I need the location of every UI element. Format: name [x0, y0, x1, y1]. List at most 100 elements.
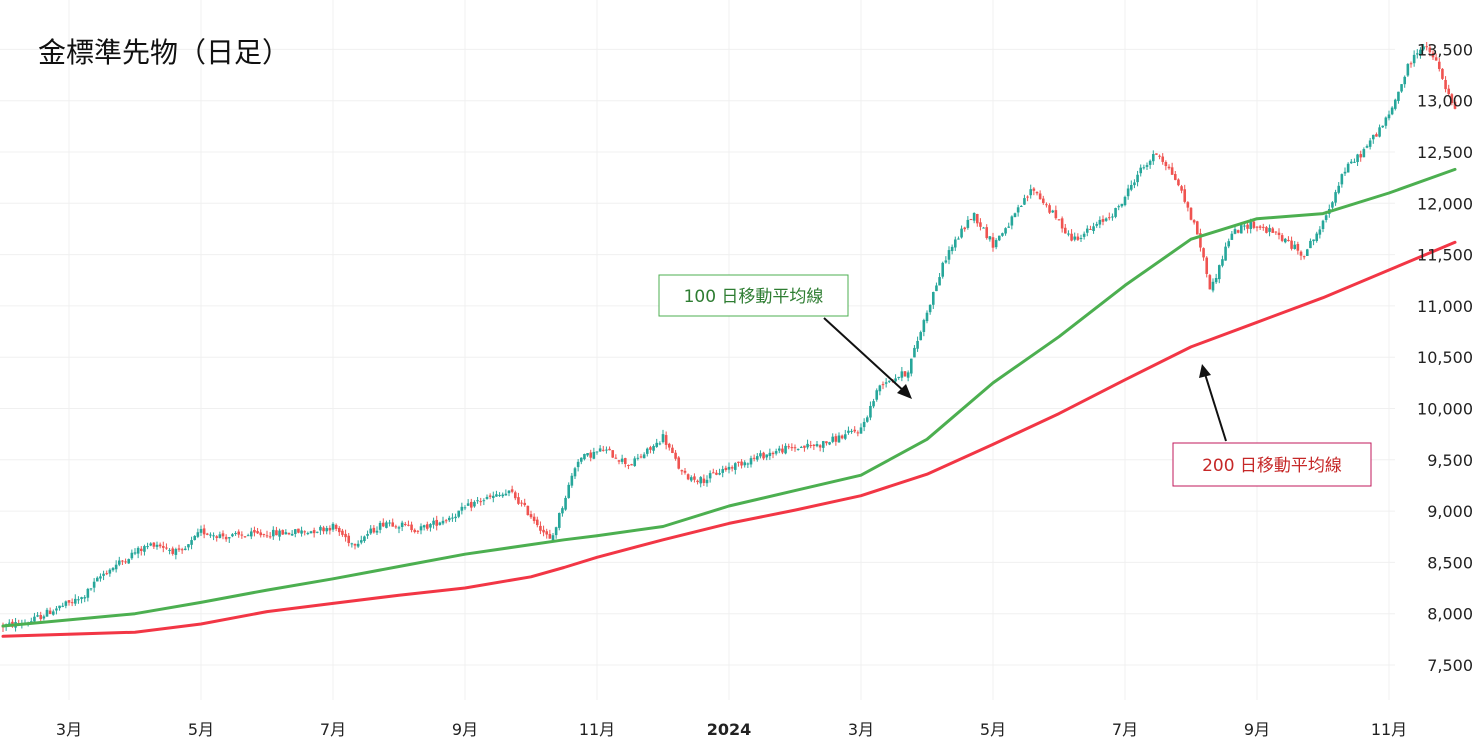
candle	[1041, 195, 1045, 205]
candle	[1431, 50, 1435, 61]
candle	[315, 531, 319, 534]
candle	[1208, 273, 1212, 290]
chart-title: 金標準先物（日足）	[38, 36, 290, 69]
candle	[1331, 201, 1334, 210]
candle	[944, 256, 948, 264]
candle	[812, 444, 816, 450]
candle	[507, 490, 511, 497]
candle	[699, 476, 703, 488]
candle	[51, 609, 55, 616]
candle	[1026, 195, 1029, 202]
candle	[281, 529, 285, 535]
candle	[1145, 162, 1149, 171]
candle	[1089, 225, 1092, 231]
candle	[542, 525, 545, 537]
candle	[1296, 241, 1300, 255]
candle	[1397, 91, 1400, 104]
candle	[840, 434, 844, 440]
x-tick-label: 7月	[320, 720, 346, 739]
candle	[730, 465, 734, 472]
candle	[935, 282, 938, 292]
candle	[718, 468, 721, 476]
candle	[278, 528, 281, 541]
candle	[422, 524, 426, 531]
candle	[1422, 44, 1425, 51]
annotation-200ma-label: 200 日移動平均線	[1202, 456, 1342, 476]
candle	[884, 378, 888, 388]
y-tick-label: 9,000	[1427, 502, 1473, 521]
candle	[1054, 205, 1058, 220]
y-tick-label: 13,500	[1417, 40, 1473, 59]
x-tick-label: 11月	[579, 720, 615, 739]
candle	[1158, 154, 1161, 160]
candle	[1038, 190, 1042, 200]
candle	[227, 536, 231, 543]
candle	[218, 531, 222, 539]
candle	[1362, 147, 1366, 158]
candle	[366, 530, 369, 539]
candle	[1148, 159, 1152, 169]
candle	[117, 556, 121, 567]
candle	[341, 528, 344, 537]
candle	[174, 547, 178, 560]
candle	[1437, 58, 1441, 72]
candle	[306, 531, 310, 536]
candle	[83, 595, 87, 603]
candle	[1447, 84, 1451, 97]
candle	[95, 576, 99, 582]
candle	[1224, 242, 1227, 261]
candle	[777, 445, 781, 454]
x-tick-label: 7月	[1112, 720, 1138, 739]
candle	[309, 530, 313, 534]
candle	[649, 445, 652, 454]
candle	[325, 525, 329, 535]
candle	[1098, 216, 1102, 229]
candle	[570, 473, 574, 488]
candle	[1221, 255, 1224, 268]
candle	[708, 470, 712, 483]
candle	[1079, 234, 1083, 243]
candle	[425, 521, 429, 531]
candle	[557, 512, 561, 531]
candles	[1, 42, 1457, 633]
candle	[80, 596, 83, 604]
candle	[246, 533, 250, 537]
candle	[1192, 219, 1196, 225]
candle	[878, 384, 882, 396]
candle	[196, 528, 200, 539]
candle	[1063, 223, 1067, 234]
candle	[1177, 178, 1180, 187]
x-tick-label: 11月	[1371, 720, 1407, 739]
candle	[410, 521, 413, 533]
candle	[1142, 164, 1146, 170]
candle	[1419, 47, 1422, 59]
candle	[1095, 221, 1099, 228]
candle	[922, 318, 926, 337]
candle	[620, 454, 624, 465]
candle	[1035, 191, 1039, 196]
candle	[259, 529, 263, 538]
candle	[300, 526, 303, 537]
grid	[0, 0, 1395, 700]
candle	[86, 587, 90, 602]
candle	[469, 498, 473, 512]
candle	[70, 598, 74, 607]
candle	[45, 607, 49, 617]
candle	[1412, 50, 1416, 67]
candle	[1070, 229, 1073, 242]
candle	[149, 542, 153, 547]
candle	[1387, 110, 1391, 121]
candle	[865, 415, 869, 423]
candle	[262, 533, 266, 538]
candle	[1280, 233, 1284, 243]
candle	[1318, 226, 1322, 239]
candle	[583, 453, 586, 461]
candle	[664, 431, 668, 450]
candle	[1167, 164, 1171, 170]
candle	[403, 521, 407, 527]
annotation-200ma-box	[1172, 442, 1372, 487]
annotation-200ma-arrow-line	[1204, 373, 1227, 442]
candle	[674, 450, 677, 461]
candle	[1060, 216, 1064, 233]
